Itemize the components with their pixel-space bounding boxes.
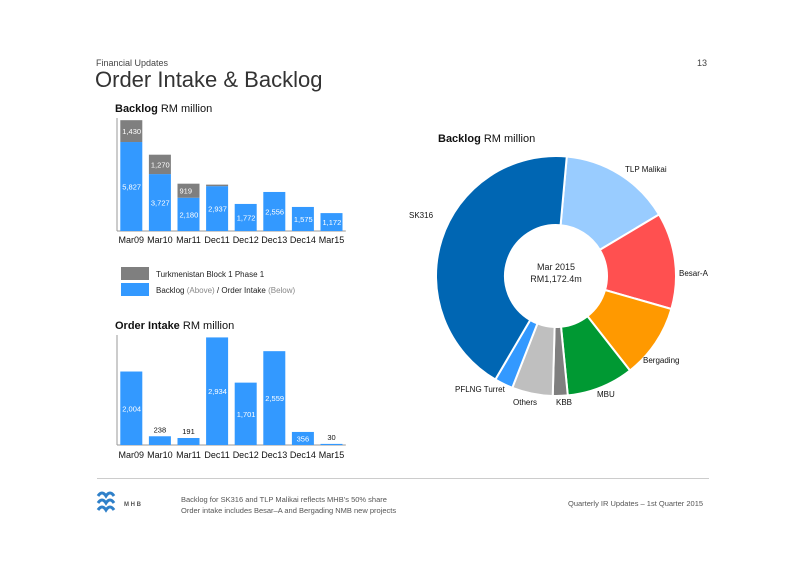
- intake-value-label-Mar15: 30: [327, 433, 335, 442]
- intake-tick-label-Mar10: Mar10: [147, 450, 173, 460]
- donut-label-bergading: Bergading: [643, 356, 679, 365]
- donut-center-date: Mar 2015: [537, 262, 575, 272]
- backlog-value-label-Mar11: 2,180: [180, 210, 199, 219]
- intake-title-unit: RM million: [179, 320, 235, 332]
- page-title: Order Intake & Backlog: [95, 67, 323, 92]
- legend-backlog-below: (Below): [268, 286, 296, 295]
- backlog-bar-Dec11: [206, 186, 229, 231]
- legend-label-turkmenistan: Turkmenistan Block 1 Phase 1: [156, 270, 265, 279]
- footer-notes: Backlog for SK316 and TLP Malikai reflec…: [181, 494, 396, 516]
- backlog-bar-Dec14: [291, 206, 314, 231]
- turkmenistan-bar-Mar09: [120, 120, 143, 143]
- intake-bar-Dec12: [234, 382, 257, 445]
- backlog-value-label-Mar09: 5,827: [122, 183, 141, 192]
- intake-value-label-Dec11: 2,934: [208, 387, 227, 396]
- donut-center-total: RM1,172.4m: [530, 274, 582, 284]
- intake-tick-label-Dec11: Dec11: [204, 450, 229, 460]
- intake-value-label-Mar10: 238: [154, 425, 167, 434]
- backlog-bar-Dec12: [234, 203, 257, 231]
- intake-bar-Dec14: [291, 431, 314, 445]
- intake-title-bold: Order Intake: [115, 320, 180, 332]
- intake-value-label-Dec12: 1,701: [237, 410, 256, 419]
- turkmenistan-bar-Mar10: [148, 154, 171, 175]
- logo-text: M H B: [124, 502, 142, 508]
- intake-bar-Mar10: [148, 436, 171, 445]
- backlog-chart-title: Backlog RM million: [115, 103, 212, 115]
- backlog-tick-label-Mar11: Mar11: [176, 235, 201, 245]
- footer-divider: [97, 478, 709, 479]
- donut-chart-title: Backlog RM million: [438, 133, 535, 145]
- backlog-tick-label-Dec14: Dec14: [290, 235, 316, 245]
- backlog-bar-Mar10: [148, 174, 171, 231]
- turkmenistan-value-label-Mar09: 1,430: [122, 127, 141, 136]
- intake-tick-label-Mar15: Mar15: [319, 450, 345, 460]
- mhb-logo: M H B: [96, 490, 166, 516]
- intake-bar-Mar15: [320, 443, 343, 445]
- turkmenistan-value-label-Mar10: 1,270: [151, 160, 170, 169]
- intake-bar-Mar11: [177, 437, 200, 445]
- donut-label-mbu: MBU: [597, 390, 615, 399]
- legend-label-backlog: Backlog (Above) / Order Intake (Below): [156, 286, 295, 295]
- backlog-value-label-Dec13: 2,556: [265, 207, 284, 216]
- intake-bar-Dec11: [206, 337, 229, 445]
- turkmenistan-bar-Mar11: [177, 183, 200, 198]
- backlog-value-label-Mar10: 3,727: [151, 199, 170, 208]
- intake-tick-label-Dec12: Dec12: [233, 450, 259, 460]
- footer-note-1: Backlog for SK316 and TLP Malikai reflec…: [181, 495, 387, 504]
- backlog-bar-Mar15: [320, 213, 343, 231]
- donut-title-unit: RM million: [480, 133, 536, 145]
- footer-report-name: Quarterly IR Updates – 1st Quarter 2015: [568, 499, 704, 508]
- donut-label-pflng-turret: PFLNG Turret: [455, 385, 506, 394]
- donut-label-sk316: SK316: [409, 211, 434, 220]
- intake-value-label-Mar11: 191: [182, 427, 195, 436]
- turkmenistan-bar-Dec11: [206, 184, 229, 187]
- backlog-bar-Mar11: [177, 197, 200, 231]
- backlog-tick-label-Mar09: Mar09: [119, 235, 145, 245]
- intake-value-label-Dec14: 356: [297, 434, 310, 443]
- page-number: 13: [697, 58, 708, 68]
- section-label: Financial Updates: [96, 58, 169, 68]
- backlog-bar-Dec13: [263, 191, 286, 231]
- backlog-value-label-Dec14: 1,575: [294, 215, 313, 224]
- donut-label-others: Others: [513, 398, 537, 407]
- legend-swatch-backlog: [121, 283, 149, 296]
- backlog-value-label-Dec12: 1,772: [237, 213, 256, 222]
- footer-note-2: Order intake includes Besar–A and Bergad…: [181, 506, 397, 515]
- intake-tick-label-Dec13: Dec13: [261, 450, 287, 460]
- donut-label-tlp-malikai: TLP Malikai: [625, 165, 667, 174]
- donut-title-bold: Backlog: [438, 133, 481, 145]
- mhb-logo-icon: M H B: [96, 491, 142, 513]
- legend-swatch-turkmenistan: [121, 267, 149, 280]
- backlog-tick-label-Mar15: Mar15: [319, 235, 345, 245]
- donut-slice-sk316: [435, 155, 568, 381]
- intake-bar-Dec13: [263, 351, 286, 445]
- backlog-tick-label-Dec11: Dec11: [204, 235, 229, 245]
- legend-backlog-sep: / Order Intake: [214, 286, 269, 295]
- backlog-title-unit: RM million: [157, 103, 213, 115]
- intake-tick-label-Mar09: Mar09: [119, 450, 145, 460]
- backlog-tick-label-Dec12: Dec12: [233, 235, 259, 245]
- intake-tick-label-Mar11: Mar11: [176, 450, 201, 460]
- backlog-value-label-Dec11: 2,937: [208, 205, 227, 214]
- backlog-tick-label-Dec13: Dec13: [261, 235, 287, 245]
- turkmenistan-value-label-Mar11: 919: [180, 187, 193, 196]
- legend-backlog-prefix: Backlog: [156, 286, 187, 295]
- backlog-tick-label-Mar10: Mar10: [147, 235, 173, 245]
- backlog-title-bold: Backlog: [115, 103, 158, 115]
- intake-bar-Mar09: [120, 371, 143, 445]
- backlog-bar-Mar09: [120, 142, 143, 231]
- intake-value-label-Mar09: 2,004: [122, 404, 141, 413]
- legend-backlog-above: (Above): [186, 286, 215, 295]
- donut-label-besar-a: Besar-A: [679, 269, 709, 278]
- intake-chart-title: Order Intake RM million: [115, 320, 234, 332]
- donut-label-kbb: KBB: [556, 398, 572, 407]
- backlog-value-label-Mar15: 1,172: [323, 218, 342, 227]
- intake-value-label-Dec13: 2,559: [265, 394, 284, 403]
- intake-tick-label-Dec14: Dec14: [290, 450, 316, 460]
